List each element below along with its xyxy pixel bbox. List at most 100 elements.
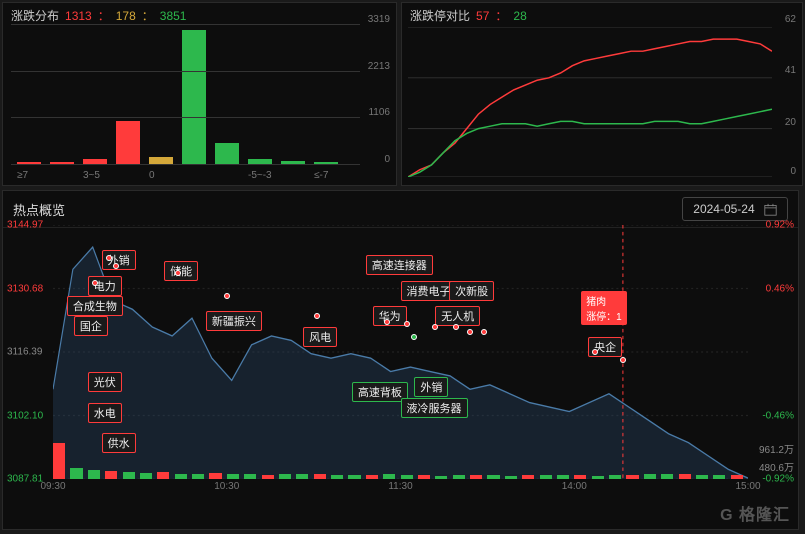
compare-title: 涨跌停对比	[410, 7, 470, 24]
vol-bar	[262, 475, 274, 479]
main-header: 热点概览 2024-05-24	[3, 191, 798, 228]
vol-bar	[470, 475, 482, 479]
hot-tooltip: 猪肉涨停：1	[581, 291, 627, 325]
hot-tag[interactable]: 新疆振兴	[206, 311, 262, 331]
vol-bar	[540, 475, 552, 479]
distribution-panel: 涨跌分布 1313： 178： 3851 0110622133319 ≥73~5…	[2, 2, 397, 186]
hot-dot[interactable]	[411, 334, 417, 340]
vol-bar	[105, 471, 117, 479]
vol-bar	[696, 475, 708, 479]
vol-bar	[314, 474, 326, 479]
price-y-tick-right: -0.92%	[762, 474, 794, 485]
time-x-tick: 15:00	[735, 481, 760, 492]
vol-bar	[592, 476, 604, 479]
date-picker[interactable]: 2024-05-24	[682, 197, 788, 221]
hot-dot[interactable]	[113, 263, 119, 269]
hot-dot[interactable]	[453, 324, 459, 330]
time-x-tick: 14:00	[562, 481, 587, 492]
hot-dot[interactable]	[592, 349, 598, 355]
hot-dot[interactable]	[92, 280, 98, 286]
time-x-tick: 09:30	[40, 481, 65, 492]
vol-bar	[574, 475, 586, 479]
price-y-tick-left: 3130.68	[7, 283, 43, 294]
tooltip-l1: 猪肉	[586, 293, 622, 308]
dist-title: 涨跌分布	[11, 7, 59, 24]
dist-down-count: 3851	[160, 9, 187, 23]
vol-bar	[731, 475, 743, 479]
compare-y-tick: 0	[790, 166, 796, 177]
vol-bar	[123, 472, 135, 479]
price-y-tick-left: 3144.97	[7, 220, 43, 231]
compare-up: 57	[476, 9, 489, 23]
dist-x-label: 3~5	[83, 170, 100, 181]
vol-bar	[70, 468, 82, 479]
time-x-axis: 09:3010:3011:3014:0015:00	[53, 481, 748, 495]
compare-y-tick: 62	[785, 14, 796, 25]
hot-dot[interactable]	[467, 329, 473, 335]
hot-tag[interactable]: 消费电子	[401, 281, 457, 301]
dist-y-tick: 3319	[368, 14, 390, 25]
vol-bar	[279, 474, 291, 479]
dist-flat-count: 178	[116, 9, 136, 23]
compare-down: 28	[513, 9, 526, 23]
time-x-tick: 10:30	[214, 481, 239, 492]
hot-tag[interactable]: 华为	[373, 306, 407, 326]
dist-x-label: ≤-7	[314, 170, 328, 181]
watermark: G 格隆汇	[720, 501, 790, 525]
vol-bar	[88, 470, 100, 479]
vol-bar	[348, 475, 360, 479]
calendar-icon	[764, 203, 777, 216]
hot-tag[interactable]: 风电	[303, 327, 337, 347]
dist-x-label: -5~-3	[248, 170, 272, 181]
vol-bar	[609, 475, 621, 479]
vol-bar	[713, 475, 725, 479]
vol-bar	[140, 473, 152, 479]
hot-dot[interactable]	[404, 321, 410, 327]
vol-bar	[366, 475, 378, 479]
dist-x-label: ≥7	[17, 170, 28, 181]
hot-tag[interactable]: 高速连接器	[366, 255, 433, 275]
hot-dot[interactable]	[620, 357, 626, 363]
vol-bar	[175, 474, 187, 479]
main-panel: 热点概览 2024-05-24 3144.973130.683116.39310…	[2, 190, 799, 530]
hot-tag[interactable]: 储能	[164, 261, 198, 281]
dist-chart	[11, 27, 360, 165]
vol-bar	[53, 443, 65, 479]
vol-bar	[626, 475, 638, 479]
vol-bar	[209, 473, 221, 479]
vol-bar	[157, 472, 169, 479]
hot-dot[interactable]	[384, 319, 390, 325]
hot-dot[interactable]	[481, 329, 487, 335]
price-y-tick-right: 0.92%	[766, 220, 794, 231]
vol-bar	[644, 474, 656, 479]
hot-tag[interactable]: 水电	[88, 403, 122, 423]
vol-bar	[487, 475, 499, 479]
hot-dot[interactable]	[106, 255, 112, 261]
hot-dot[interactable]	[224, 293, 230, 299]
hot-dot[interactable]	[432, 324, 438, 330]
dist-y-tick: 1106	[368, 107, 390, 118]
hot-tag[interactable]: 外销	[414, 377, 448, 397]
compare-chart	[408, 27, 772, 177]
hot-tag[interactable]: 液冷服务器	[401, 398, 468, 418]
dist-x-label: 0	[149, 170, 155, 181]
compare-y-tick: 41	[785, 65, 796, 76]
vol-bar	[192, 474, 204, 479]
hot-tag[interactable]: 合成生物	[67, 296, 123, 316]
vol-bar	[557, 475, 569, 479]
hot-dot[interactable]	[175, 270, 181, 276]
vol-bar	[435, 476, 447, 479]
vol-bar	[227, 474, 239, 479]
hot-tag[interactable]: 光伏	[88, 372, 122, 392]
vol-bar	[401, 475, 413, 479]
hot-tag[interactable]: 次新股	[449, 281, 494, 301]
vol-bar	[331, 475, 343, 479]
hot-tag[interactable]: 国企	[74, 316, 108, 336]
compare-header: 涨跌停对比 57： 28	[402, 3, 802, 28]
hot-dot[interactable]	[314, 313, 320, 319]
price-y-tick-left: 3102.10	[7, 410, 43, 421]
hot-tag[interactable]: 高速背板	[352, 382, 408, 402]
dist-bar	[116, 121, 140, 165]
main-title: 热点概览	[13, 200, 65, 219]
price-y-tick-right: 0.46%	[766, 283, 794, 294]
